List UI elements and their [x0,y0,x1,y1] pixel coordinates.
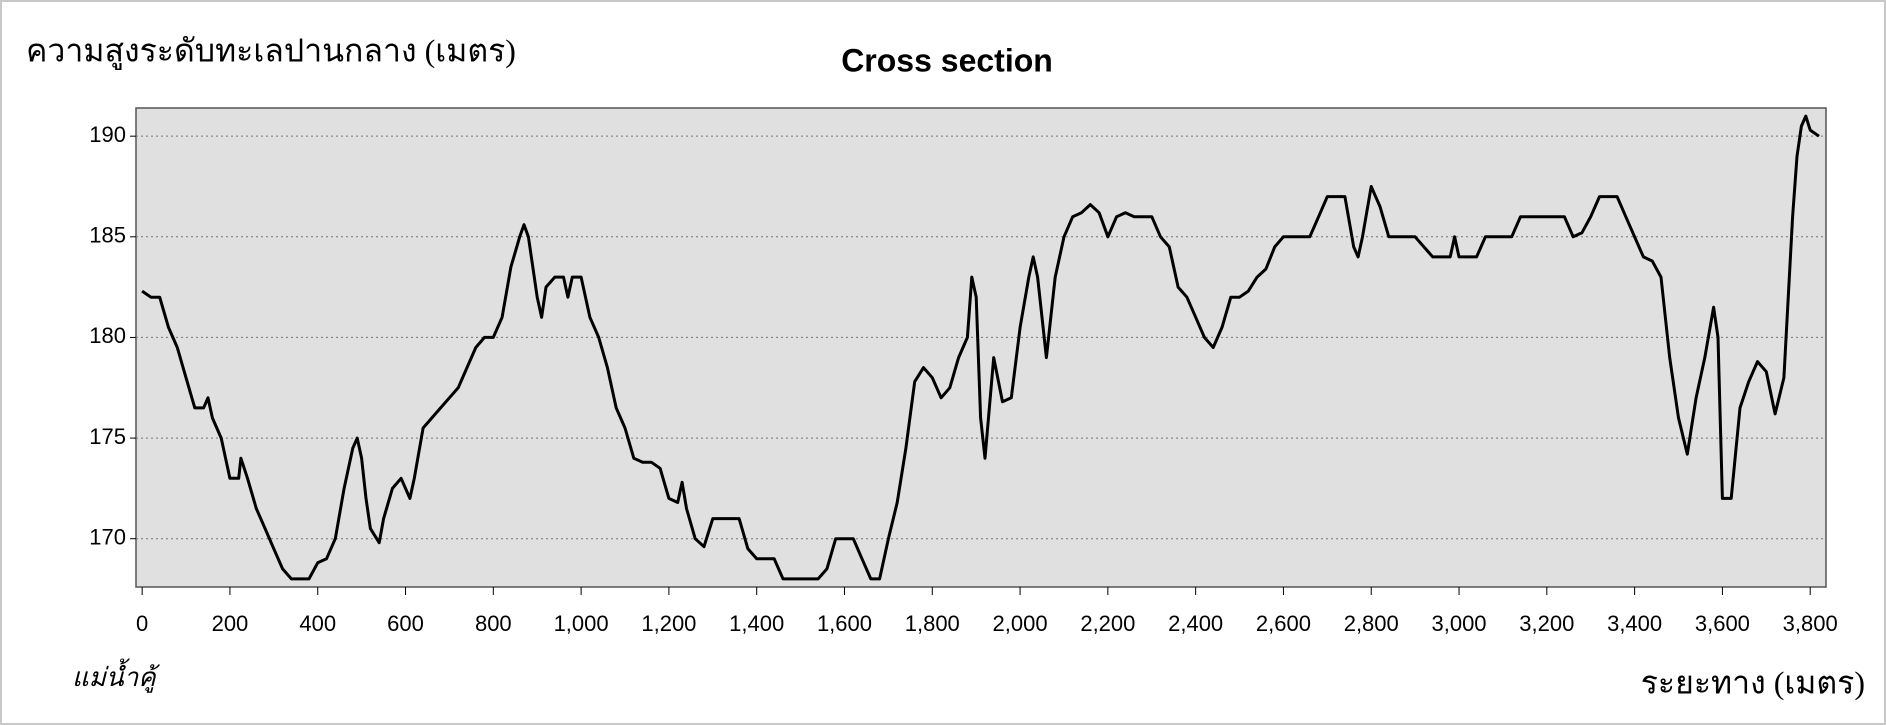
x-axis-title: ระยะทาง (เมตร) [1641,664,1865,700]
y-tick-label: 190 [89,122,126,147]
x-tick-label: 1,600 [817,611,872,636]
x-tick-label: 600 [387,611,424,636]
x-tick-label: 2,600 [1256,611,1311,636]
profile-line [141,114,1820,581]
x-tick-label: 1,400 [729,611,784,636]
x-tick-label: 2,000 [993,611,1048,636]
x-tick-label: 0 [136,611,148,636]
x-tick-label: 3,200 [1519,611,1574,636]
x-tick-label: 2,400 [1168,611,1223,636]
y-tick-label: 180 [89,323,126,348]
x-tick-label: 3,800 [1783,611,1838,636]
x-tick-label: 1,200 [641,611,696,636]
x-tick-label: 1,000 [554,611,609,636]
x-tick-label: 3,400 [1607,611,1662,636]
y-tick-label: 170 [89,525,126,550]
annotation: แม่น้ำคู้ [72,658,161,693]
x-tick-label: 3,000 [1431,611,1486,636]
x-tick-label: 800 [475,611,512,636]
x-tick-label: 400 [299,611,336,636]
x-tick-label: 200 [212,611,249,636]
y-tick-label: 175 [89,424,126,449]
y-tick-label: 185 [89,223,126,248]
y-axis-title: ความสูงระดับทะเลปานกลาง (เมตร) [26,32,516,70]
chart-title: Cross section [841,42,1053,78]
x-tick-label: 3,600 [1695,611,1750,636]
x-tick-label: 1,800 [905,611,960,636]
x-tick-label: 2,200 [1080,611,1135,636]
x-tick-label: 2,800 [1344,611,1399,636]
plot-area [135,107,1827,588]
